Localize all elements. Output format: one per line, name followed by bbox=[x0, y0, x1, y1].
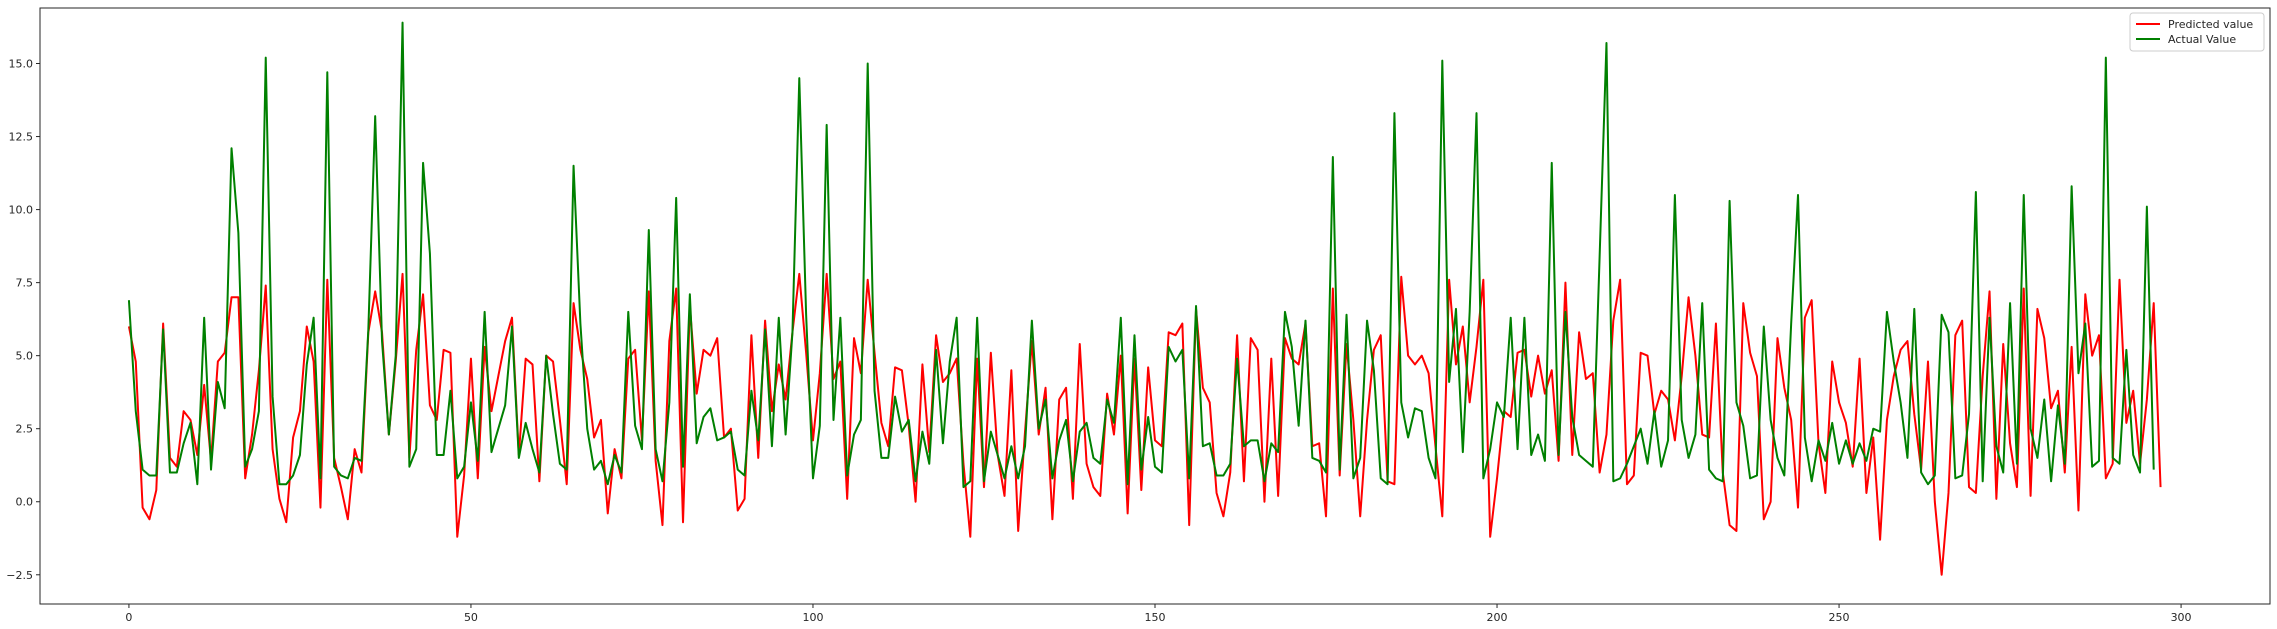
y-tick-label: 10.0 bbox=[9, 204, 34, 217]
legend-box bbox=[2129, 12, 2265, 52]
y-tick-label: 12.5 bbox=[9, 131, 34, 144]
legend: Predicted value Actual Value bbox=[2129, 12, 2265, 52]
y-tick-label: 7.5 bbox=[16, 277, 34, 290]
x-tick-label: 300 bbox=[2171, 611, 2192, 624]
legend-label: Predicted value bbox=[2168, 18, 2253, 31]
series-line-actual bbox=[127, 21, 2155, 489]
y-tick-label: 15.0 bbox=[9, 58, 34, 71]
x-tick-label: 50 bbox=[464, 611, 478, 624]
x-tick-label: 200 bbox=[1487, 611, 1508, 624]
series-layer bbox=[127, 21, 2162, 576]
x-tick-label: 150 bbox=[1145, 611, 1166, 624]
y-tick-label: −2.5 bbox=[6, 569, 33, 582]
y-axis: −2.5 0.0 2.5 5.0 7.5 10.0 12.5 15.0 bbox=[6, 58, 40, 582]
y-tick-label: 2.5 bbox=[16, 423, 34, 436]
x-tick-label: 250 bbox=[1829, 611, 1850, 624]
series-line-predicted bbox=[127, 272, 2162, 576]
x-tick-label: 100 bbox=[802, 611, 823, 624]
legend-label: Actual Value bbox=[2168, 33, 2236, 46]
x-tick-label: 0 bbox=[125, 611, 132, 624]
y-tick-label: 5.0 bbox=[16, 350, 34, 363]
y-tick-label: 0.0 bbox=[16, 496, 34, 509]
x-axis: 0 50 100 150 200 250 300 bbox=[125, 604, 2192, 624]
